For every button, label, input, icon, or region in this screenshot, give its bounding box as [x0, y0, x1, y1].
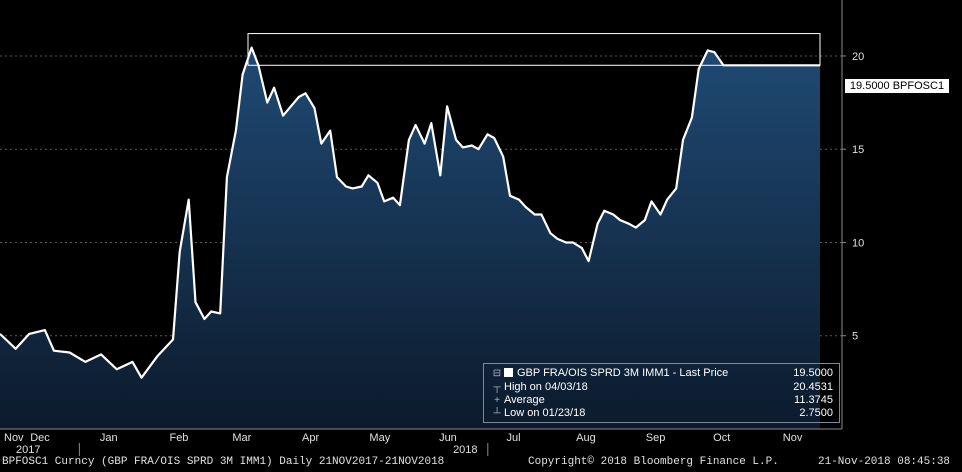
x-tick-label: Oct	[713, 432, 730, 444]
legend-high-value: 20.4531	[793, 381, 833, 393]
legend-average-row: + Average	[490, 394, 545, 407]
y-tick-labels: 5 10 15 20	[852, 51, 864, 343]
footer-security-info: BPFOSC1 Curncy (GBP FRA/OIS SPRD 3M IMM1…	[2, 456, 445, 468]
x-tick-label: Feb	[169, 432, 188, 444]
legend-series-row: ⊟ GBP FRA/OIS SPRD 3M IMM1 - Last Price	[490, 367, 729, 380]
y-tick-label: 20	[852, 51, 864, 63]
x-tick-label: Jan	[100, 432, 118, 444]
x-tick-label: Jun	[439, 432, 457, 444]
chart-legend: ⊟ GBP FRA/OIS SPRD 3M IMM1 - Last Price 1…	[483, 363, 840, 423]
x-tick-label: Mar	[232, 432, 251, 444]
y-tick-label: 10	[852, 237, 864, 249]
legend-average-label: Average	[504, 394, 545, 406]
x-tick-label: Nov	[4, 432, 24, 444]
price-line	[0, 46, 820, 379]
y-tick-label: 15	[852, 144, 864, 156]
footer-copyright: Copyright© 2018 Bloomberg Finance L.P.	[528, 456, 779, 468]
legend-expand-icon[interactable]: ⊟	[492, 368, 502, 379]
legend-series-value: 19.5000	[793, 367, 833, 379]
x-tick-label: Sep	[646, 432, 666, 444]
x-tick-label: Jul	[506, 432, 520, 444]
legend-average-value: 11.3745	[794, 394, 833, 406]
low-marker-icon: ┴	[493, 408, 501, 419]
y-tick-label: 5	[852, 331, 858, 343]
legend-series-label: GBP FRA/OIS SPRD 3M IMM1 - Last Price	[517, 367, 729, 379]
x-year-label: 2018	[453, 444, 477, 456]
x-tick-label: Apr	[302, 432, 319, 444]
average-marker-icon: +	[494, 395, 500, 406]
highlight-band	[247, 33, 821, 66]
legend-high-label: High on 04/03/18	[504, 381, 588, 393]
x-tick-label: May	[369, 432, 390, 444]
legend-low-value: 2.7500	[799, 407, 833, 419]
high-marker-icon: ┬	[493, 382, 501, 393]
footer-timestamp: 21-Nov-2018 08:45:38	[818, 456, 951, 468]
legend-low-row: ┴ Low on 01/23/18	[490, 407, 585, 420]
price-area-fill	[0, 47, 820, 429]
x-year-label: 2017	[16, 444, 40, 456]
x-tick-labels: Nov Dec Jan Feb Mar Apr May Jun Jul Aug Sep Oct Nov2…	[4, 432, 803, 456]
x-tick-label: Dec	[30, 432, 50, 444]
x-tick-label: Aug	[576, 432, 596, 444]
last-price-tag: 19.5000 BPFOSC1	[845, 79, 949, 93]
legend-series-swatch	[504, 368, 513, 377]
legend-low-label: Low on 01/23/18	[504, 407, 586, 419]
x-tick-label: Nov	[783, 432, 803, 444]
legend-high-row: ┬ High on 04/03/18	[490, 381, 588, 394]
